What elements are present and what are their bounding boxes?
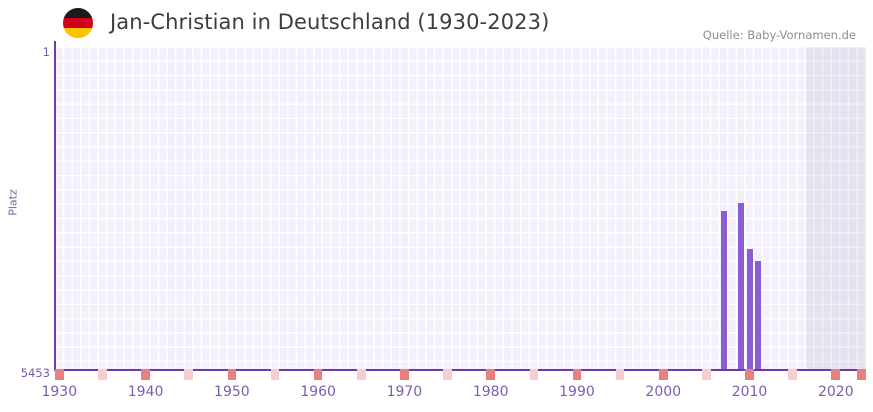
x-tick-minor-1995 [615,369,625,380]
y-axis-tick-bottom: 5453 [0,362,50,381]
x-label-1970: 1970 [386,384,423,400]
x-label-1980: 1980 [472,384,509,400]
x-label-2010: 2010 [731,384,768,400]
flag-band-red [63,17,93,28]
plot-gridlines [55,47,866,369]
x-label-1950: 1950 [214,384,250,400]
x-label-2000: 2000 [645,384,682,400]
flag-band-black [63,8,93,18]
x-label-2020: 2020 [817,384,854,400]
flag-band-gold [63,27,93,38]
x-tick-2020 [831,369,841,380]
x-axis-labels: 1930 1940 1950 1960 1970 1980 1990 2000 2010 2020 [41,384,866,406]
x-tick-minor-2015 [788,369,797,380]
y-axis-tick-top-label: 1 [42,45,50,59]
x-tick-minor-1945 [184,369,194,380]
x-tick-1950 [227,369,237,380]
x-tick-2023 [857,369,866,380]
x-tick-2000 [658,369,668,380]
y-axis-line [54,41,56,369]
x-tick-minor-1935 [98,369,107,380]
y-axis-title: Platz [6,189,20,216]
x-tick-1930 [55,369,64,380]
bar-2009 [738,202,745,369]
x-label-1930: 1930 [41,384,78,400]
x-axis-line [54,369,866,371]
x-label-1990: 1990 [559,384,595,400]
chart-header: Jan-Christian in Deutschland (1930-2023)… [0,0,873,44]
x-tick-1970 [400,369,409,380]
plot-shaded-region [805,47,866,369]
bar-2011 [755,260,762,369]
y-axis-tick-bottom-label: 5453 [20,366,50,380]
x-tick-minor-2005 [702,369,711,380]
bar-series [55,47,866,369]
plot-area [54,41,866,371]
x-tick-minor-1975 [443,369,452,380]
x-axis-tick-marks [55,369,866,381]
bar-2010 [746,248,753,369]
x-tick-2010 [745,369,754,380]
x-tick-1960 [313,369,323,380]
source-attribution: Quelle: Baby-Vornamen.de [702,28,856,42]
x-tick-1980 [486,369,495,380]
bar-2007 [720,210,727,369]
x-tick-minor-1955 [270,369,280,380]
y-axis-tick-top: 1 [0,41,50,60]
x-tick-1990 [572,369,582,380]
x-label-1940: 1940 [127,384,164,400]
x-tick-1940 [141,369,150,380]
x-label-1960: 1960 [300,384,336,400]
chart-title: Jan-Christian in Deutschland (1930-2023) [110,10,550,34]
german-flag-icon [63,8,93,38]
x-tick-minor-1965 [356,369,366,380]
x-tick-minor-1985 [529,369,539,380]
